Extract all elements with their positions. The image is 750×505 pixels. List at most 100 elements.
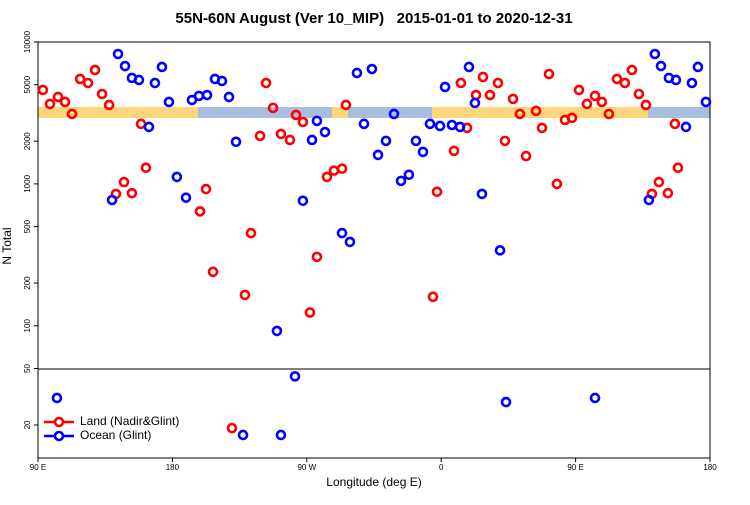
point — [44, 98, 56, 110]
point — [180, 192, 192, 203]
point — [207, 266, 219, 278]
point — [143, 121, 155, 133]
point — [171, 171, 183, 183]
point — [344, 236, 356, 248]
point — [226, 422, 238, 434]
legend-marker — [53, 416, 65, 428]
point — [640, 99, 652, 111]
point — [319, 126, 331, 138]
x-axis-label: Longitude (deg E) — [326, 475, 421, 489]
point — [417, 146, 429, 158]
point — [589, 90, 601, 102]
point — [500, 396, 512, 408]
y-tick-label: 10000 — [23, 30, 32, 53]
point — [275, 128, 287, 140]
point — [51, 392, 63, 404]
point — [403, 169, 415, 181]
y-tick-label: 20 — [23, 420, 32, 429]
point — [275, 429, 287, 441]
point — [700, 96, 712, 108]
point — [633, 88, 645, 100]
point — [156, 61, 168, 73]
x-tick-label: 0 — [439, 463, 444, 472]
surface-band — [38, 107, 710, 118]
point — [311, 115, 323, 127]
point — [358, 118, 370, 130]
point — [469, 97, 481, 109]
point — [410, 135, 422, 147]
point — [477, 71, 489, 83]
point — [336, 163, 348, 174]
x-tick-label: 90 E — [567, 463, 583, 472]
point — [194, 206, 206, 217]
point — [494, 245, 506, 256]
point — [434, 120, 446, 132]
point — [692, 61, 704, 73]
point — [507, 93, 519, 105]
y-tick-label: 200 — [23, 276, 32, 290]
point — [112, 48, 124, 60]
point — [589, 392, 601, 404]
point — [74, 73, 86, 85]
chart-title: 55N-60N August (Ver 10_MIP) 2015-01-01 t… — [175, 10, 572, 27]
point — [463, 61, 475, 73]
point — [260, 77, 272, 89]
point — [439, 81, 451, 93]
point — [669, 118, 681, 130]
band-land — [332, 107, 348, 118]
point — [395, 175, 407, 187]
point — [626, 64, 638, 76]
point — [424, 118, 436, 130]
point — [649, 48, 661, 60]
point — [118, 176, 130, 188]
y-tick-label: 500 — [23, 219, 32, 233]
point — [543, 68, 555, 80]
point — [454, 121, 466, 133]
x-tick-label: 180 — [703, 463, 717, 472]
point — [52, 91, 64, 103]
point — [103, 99, 115, 111]
point — [672, 162, 684, 174]
point — [321, 171, 333, 183]
y-axis-label: N Total — [0, 227, 14, 264]
y-tick-label: 1000 — [23, 174, 32, 192]
point — [289, 371, 301, 382]
point — [643, 194, 655, 206]
point — [388, 108, 400, 120]
y-tick-label: 5000 — [23, 75, 32, 93]
point — [476, 188, 488, 200]
point — [306, 134, 318, 146]
point — [133, 74, 145, 86]
point — [611, 73, 623, 85]
point — [662, 187, 674, 199]
point — [366, 63, 378, 75]
point — [336, 227, 348, 239]
point — [328, 165, 340, 176]
series — [37, 64, 684, 434]
point — [573, 84, 585, 96]
point — [380, 135, 392, 147]
point — [193, 90, 205, 102]
point — [530, 105, 542, 117]
point — [59, 96, 71, 108]
point — [290, 109, 302, 121]
y-tick-label: 100 — [23, 319, 32, 333]
point — [596, 96, 608, 108]
y-tick-label: 50 — [23, 364, 32, 373]
point — [455, 77, 467, 89]
point — [200, 183, 212, 195]
point — [126, 187, 138, 199]
point — [686, 77, 698, 89]
point — [297, 195, 309, 207]
point — [82, 77, 94, 89]
point — [520, 150, 532, 162]
point — [311, 251, 323, 263]
point — [119, 60, 131, 72]
band-ocean — [198, 107, 332, 118]
point — [237, 429, 249, 441]
point — [297, 116, 309, 128]
point — [106, 194, 118, 206]
point — [304, 307, 316, 318]
